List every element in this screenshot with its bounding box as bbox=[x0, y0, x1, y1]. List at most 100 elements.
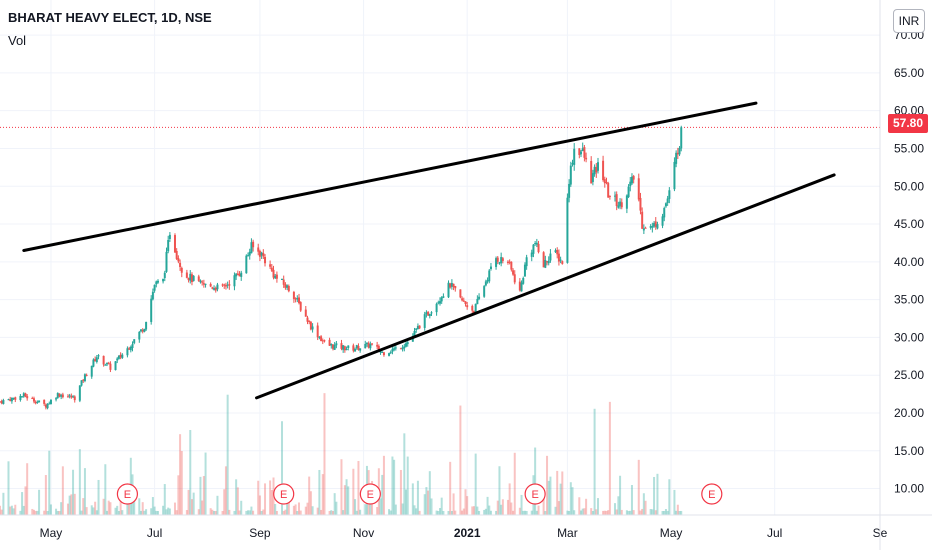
volume-bar bbox=[116, 505, 119, 515]
candle-body bbox=[653, 223, 656, 227]
x-axis[interactable]: May Jul Sep Nov 2021 Mar May Jul Se bbox=[0, 514, 932, 540]
candle-body bbox=[580, 151, 583, 155]
volume-bar bbox=[452, 493, 455, 515]
volume-bar bbox=[22, 505, 25, 515]
volume-bar bbox=[104, 464, 107, 515]
candle-body bbox=[233, 275, 236, 287]
candle-body bbox=[585, 157, 588, 160]
candle-body bbox=[602, 160, 605, 181]
volume-bar bbox=[510, 502, 513, 515]
candle-body bbox=[153, 284, 156, 291]
candle-body bbox=[107, 362, 110, 364]
volume-bar bbox=[581, 508, 584, 515]
y-tick-label: 10.00 bbox=[894, 482, 924, 496]
candle-body bbox=[299, 302, 302, 311]
volume-bar bbox=[603, 510, 606, 515]
volume-bar bbox=[185, 510, 188, 515]
volume-bar bbox=[153, 506, 156, 515]
symbol-title[interactable]: BHARAT HEAVY ELECT, 1D, NSE bbox=[8, 10, 212, 25]
candle-body bbox=[78, 385, 81, 401]
candle-body bbox=[56, 392, 59, 398]
y-axis[interactable]: 10.00 15.00 20.00 25.00 30.00 35.00 40.00 45.00… bbox=[879, 0, 924, 550]
volume-bar bbox=[472, 506, 475, 515]
currency-button[interactable]: INR bbox=[893, 9, 925, 33]
y-tick-label: 35.00 bbox=[894, 293, 924, 307]
volume-bar bbox=[233, 510, 236, 515]
candle-body bbox=[333, 344, 336, 350]
candle-body bbox=[369, 344, 372, 349]
volume-bar bbox=[38, 489, 41, 515]
volume-bar bbox=[678, 510, 681, 515]
x-tick-label: Jul bbox=[147, 526, 162, 540]
volume-bar bbox=[435, 510, 438, 515]
candle-body bbox=[292, 292, 295, 299]
volume-bar bbox=[345, 479, 348, 515]
trendlines[interactable] bbox=[22, 101, 836, 400]
earnings-marker bbox=[524, 483, 546, 505]
volume-bar bbox=[464, 489, 467, 515]
candle-body bbox=[500, 257, 503, 264]
x-tick-label: 2021 bbox=[454, 526, 481, 540]
volume-bar bbox=[537, 505, 540, 515]
volume-bar bbox=[2, 492, 5, 515]
candle-body bbox=[97, 355, 100, 357]
volume-bar bbox=[333, 493, 336, 515]
candle-body bbox=[489, 266, 492, 270]
candle-body bbox=[472, 310, 475, 314]
volume-bar bbox=[620, 509, 623, 515]
candle-body bbox=[177, 258, 180, 262]
candle-body bbox=[549, 253, 552, 261]
volume-bar bbox=[299, 510, 302, 515]
volume-bar bbox=[343, 485, 346, 515]
volume-bar bbox=[247, 510, 250, 515]
volume-bar bbox=[615, 509, 618, 515]
candle-body bbox=[566, 197, 569, 263]
volume-bar bbox=[462, 508, 465, 515]
volume-bar bbox=[224, 466, 227, 515]
candle-body bbox=[413, 331, 416, 336]
candle-body bbox=[355, 345, 358, 349]
volume-bar bbox=[613, 503, 616, 515]
candle-body bbox=[68, 395, 71, 397]
candle-body bbox=[24, 393, 27, 397]
volume-bar bbox=[282, 510, 285, 515]
candle-body bbox=[508, 261, 511, 263]
candle-body bbox=[649, 226, 652, 228]
candle-body bbox=[83, 374, 86, 382]
candle-body bbox=[109, 363, 112, 370]
volume-bar bbox=[629, 510, 632, 515]
volume-bar bbox=[175, 510, 178, 515]
volume-bar bbox=[508, 483, 511, 515]
volume-bar bbox=[590, 508, 593, 515]
candle-body bbox=[625, 195, 628, 209]
candle-body bbox=[367, 343, 370, 348]
volume-bar bbox=[450, 510, 453, 515]
volume-bar bbox=[318, 469, 321, 515]
candle-body bbox=[140, 329, 143, 332]
candle-body bbox=[388, 353, 391, 356]
candle-body bbox=[452, 283, 455, 287]
volume-bar bbox=[264, 483, 267, 515]
candle-body bbox=[90, 365, 93, 377]
volume-bar bbox=[522, 510, 525, 515]
volume-bar bbox=[228, 509, 231, 515]
volume-bar bbox=[238, 510, 241, 515]
volume-label: Vol bbox=[8, 33, 27, 48]
volume-bar bbox=[401, 503, 404, 515]
volume-bar bbox=[364, 504, 367, 515]
volume-bar bbox=[163, 484, 166, 515]
volume-bar bbox=[501, 499, 504, 515]
candle-body bbox=[155, 281, 158, 285]
candle-body bbox=[415, 328, 418, 331]
volume-bar bbox=[406, 456, 409, 515]
candle-body bbox=[371, 343, 374, 345]
volume-bar bbox=[518, 507, 521, 515]
volume-bar bbox=[544, 510, 547, 515]
candle-body bbox=[425, 312, 428, 315]
volume-bar bbox=[274, 503, 277, 515]
volume-bar bbox=[413, 505, 416, 515]
earnings-marker-label: E bbox=[708, 489, 715, 501]
candle-body bbox=[236, 273, 239, 275]
